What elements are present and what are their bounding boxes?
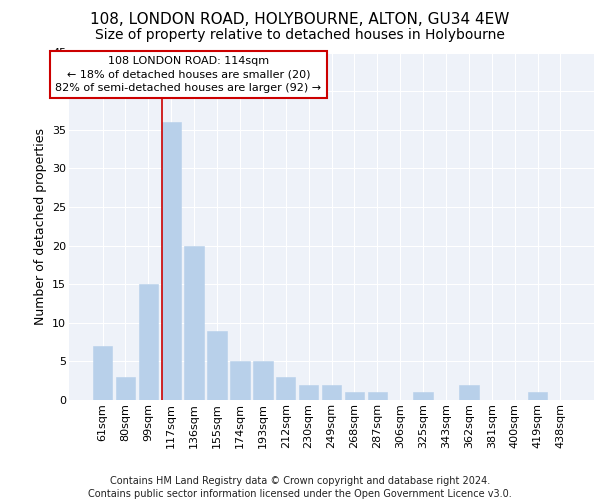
Bar [528,392,547,400]
Text: 108, LONDON ROAD, HOLYBOURNE, ALTON, GU34 4EW: 108, LONDON ROAD, HOLYBOURNE, ALTON, GU3… [91,12,509,28]
Bar [368,392,387,400]
Bar [253,362,272,400]
Text: Contains HM Land Registry data © Crown copyright and database right 2024.: Contains HM Land Registry data © Crown c… [110,476,490,486]
Bar [344,392,364,400]
Bar [139,284,158,400]
Bar [276,377,295,400]
Bar [459,384,479,400]
Bar [208,330,227,400]
Bar [413,392,433,400]
Text: 108 LONDON ROAD: 114sqm
← 18% of detached houses are smaller (20)
82% of semi-de: 108 LONDON ROAD: 114sqm ← 18% of detache… [55,56,322,93]
Y-axis label: Number of detached properties: Number of detached properties [34,128,47,325]
Text: Contains public sector information licensed under the Open Government Licence v3: Contains public sector information licen… [88,489,512,499]
Bar [93,346,112,400]
Bar [299,384,319,400]
Bar [116,377,135,400]
Text: Size of property relative to detached houses in Holybourne: Size of property relative to detached ho… [95,28,505,42]
Bar [184,246,204,400]
Bar [322,384,341,400]
Bar [230,362,250,400]
Bar [161,122,181,400]
